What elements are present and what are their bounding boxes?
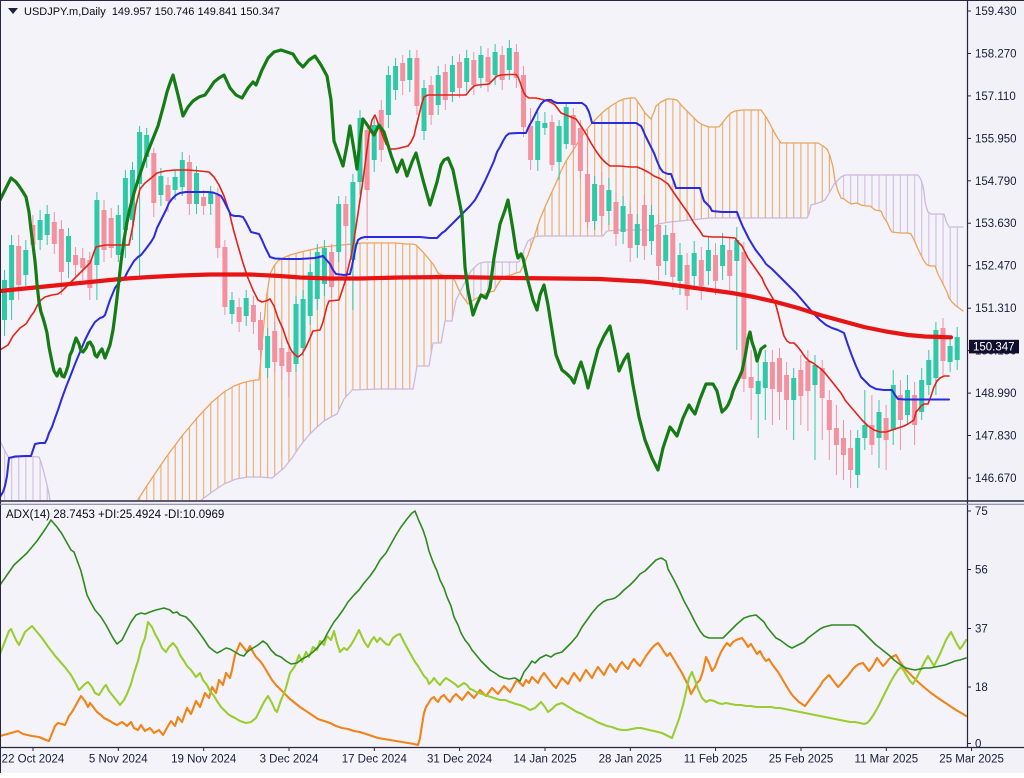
svg-text:5 Nov 2024: 5 Nov 2024 [89, 754, 148, 766]
svg-text:31 Dec 2024: 31 Dec 2024 [427, 754, 493, 766]
svg-text:146.670: 146.670 [975, 473, 1017, 485]
svg-text:151.310: 151.310 [975, 303, 1017, 315]
svg-text:150.347: 150.347 [973, 341, 1015, 353]
svg-text:0: 0 [975, 739, 981, 751]
svg-text:3 Dec 2024: 3 Dec 2024 [260, 754, 319, 766]
svg-text:148.990: 148.990 [975, 388, 1017, 400]
svg-text:152.470: 152.470 [975, 261, 1017, 273]
svg-text:159.430: 159.430 [975, 6, 1017, 18]
svg-text:157.110: 157.110 [975, 91, 1016, 103]
svg-text:158.270: 158.270 [975, 49, 1017, 61]
svg-text:25 Feb 2025: 25 Feb 2025 [769, 754, 834, 766]
svg-text:ADX(14) 28.7453 +DI:25.4924 -D: ADX(14) 28.7453 +DI:25.4924 -DI:10.0969 [6, 509, 224, 521]
svg-text:14 Jan 2025: 14 Jan 2025 [513, 754, 576, 766]
svg-text:28 Jan 2025: 28 Jan 2025 [599, 754, 662, 766]
svg-text:155.950: 155.950 [975, 133, 1017, 145]
svg-text:18: 18 [975, 682, 988, 694]
svg-text:147.830: 147.830 [975, 431, 1017, 443]
svg-text:11 Feb 2025: 11 Feb 2025 [684, 754, 748, 766]
svg-text:37: 37 [975, 624, 988, 636]
svg-text:75: 75 [975, 506, 988, 518]
svg-text:22 Oct 2024: 22 Oct 2024 [2, 754, 65, 766]
svg-text:17 Dec 2024: 17 Dec 2024 [342, 754, 408, 766]
svg-text:154.790: 154.790 [975, 176, 1017, 188]
svg-text:153.630: 153.630 [975, 218, 1017, 230]
svg-text:25 Mar 2025: 25 Mar 2025 [939, 754, 1004, 766]
svg-text:19 Nov 2024: 19 Nov 2024 [171, 754, 237, 766]
svg-text:11 Mar 2025: 11 Mar 2025 [854, 754, 918, 766]
svg-text:56: 56 [975, 565, 988, 577]
svg-text:USDJPY.m,Daily 149.957 150.74: USDJPY.m,Daily 149.957 150.746 149.841 1… [24, 6, 280, 18]
